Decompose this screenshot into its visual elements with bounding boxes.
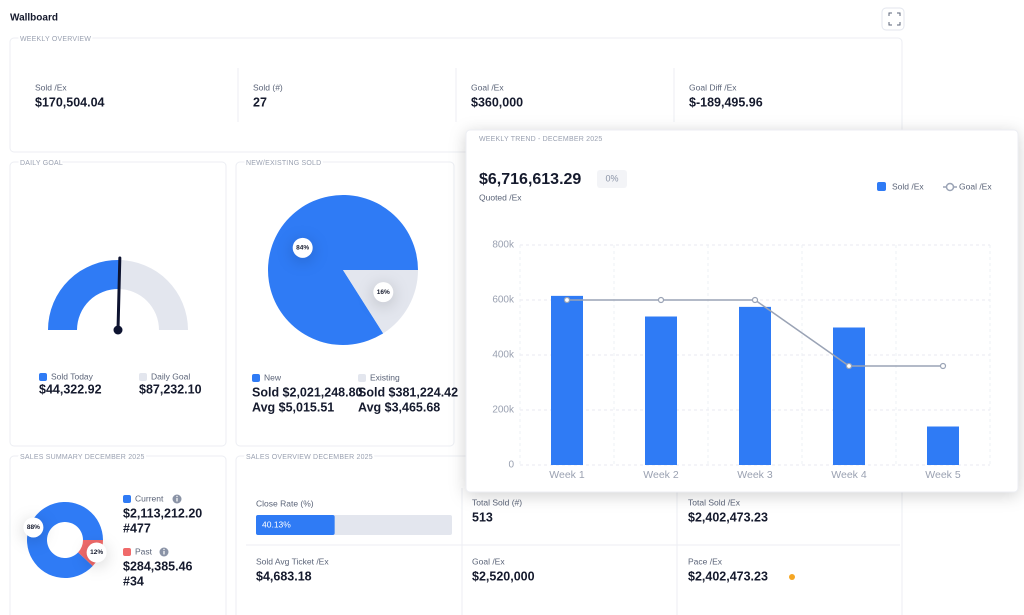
change-badge <box>597 170 627 188</box>
legend-label: New <box>264 372 282 382</box>
legend-label: Sold /Ex <box>892 181 924 191</box>
stat-label: Close Rate (%) <box>256 498 314 508</box>
info-icon-dot <box>163 548 165 551</box>
x-tick-label: Week 5 <box>925 469 961 481</box>
detail-amount: $2,113,212.20 <box>123 506 202 520</box>
detail-sold: Sold $381,224.42 <box>358 385 458 399</box>
progress-label: 40.13% <box>262 519 291 529</box>
detail-avg: Avg $3,465.68 <box>358 400 440 414</box>
legend-marker <box>945 182 955 192</box>
slice-label-bg <box>373 282 394 303</box>
legend-label: Sold Today <box>51 371 94 381</box>
slice-label: 84% <box>296 245 309 252</box>
trend-total: $6,716,613.29 <box>479 171 581 188</box>
stat-label: Pace /Ex <box>688 556 723 566</box>
legend-swatch <box>252 374 260 382</box>
pie-slice <box>26 501 104 578</box>
card-title: WEEKLY OVERVIEW <box>20 36 91 43</box>
stat-value: $2,520,000 <box>472 569 535 583</box>
stat-label: Total Sold (#) <box>472 497 522 507</box>
x-tick-label: Week 4 <box>831 469 867 481</box>
card-title: SALES SUMMARY DECEMBER 2025 <box>20 454 145 461</box>
bar <box>645 316 677 465</box>
legend-value: $44,322.92 <box>39 382 102 396</box>
trend-change: 0% <box>605 173 618 183</box>
y-tick-label: 0 <box>508 460 514 471</box>
progress-fill <box>256 515 335 535</box>
card-title: WEEKLY TREND - DECEMBER 2025 <box>479 136 602 143</box>
legend-value: $87,232.10 <box>139 382 202 396</box>
legend-swatch <box>123 548 131 556</box>
legend-label: Goal /Ex <box>959 181 992 191</box>
card-title: DAILY GOAL <box>20 160 63 167</box>
stat-value: 27 <box>253 95 267 109</box>
gauge-needle <box>116 256 122 332</box>
line-marker <box>845 362 853 370</box>
bar <box>833 327 865 465</box>
bar <box>927 426 959 465</box>
stat-label: Total Sold /Ex <box>688 497 741 507</box>
detail-sold: Sold $2,021,248.80 <box>252 385 363 399</box>
stat-label: Goal Diff /Ex <box>689 82 737 92</box>
y-tick-label: 400k <box>492 350 515 361</box>
detail-count: #477 <box>123 521 151 535</box>
stat-value: $170,504.04 <box>35 95 105 109</box>
y-tick-label: 600k <box>492 295 515 306</box>
stat-value: $2,402,473.23 <box>688 569 768 583</box>
page-title: Wallboard <box>10 13 58 24</box>
gauge-pivot <box>113 325 123 335</box>
slice-label-bg <box>23 517 44 538</box>
stat-label: Sold /Ex <box>35 82 67 92</box>
gauge-fill <box>48 259 120 330</box>
stat-label: Sold (#) <box>253 82 283 92</box>
legend-label: Current <box>135 493 164 503</box>
stat-label: Goal /Ex <box>471 82 504 92</box>
x-tick-label: Week 2 <box>643 469 679 481</box>
legend-swatch <box>139 373 147 381</box>
fullscreen-icon <box>888 12 901 26</box>
bar <box>551 295 583 465</box>
pie-slice <box>268 194 418 345</box>
legend-swatch <box>877 182 886 191</box>
slice-label: 12% <box>90 549 103 556</box>
card-title: NEW/EXISTING SOLD <box>246 160 321 167</box>
stat-value: $-189,495.96 <box>689 95 763 109</box>
line-marker <box>657 296 665 304</box>
legend-swatch <box>358 374 366 382</box>
info-icon-dot <box>176 495 178 498</box>
stat-value: $360,000 <box>471 95 523 109</box>
bar <box>739 306 771 465</box>
slice-label: 88% <box>27 524 40 531</box>
detail-count: #34 <box>123 574 144 588</box>
slice-label-bg <box>86 542 107 563</box>
fullscreen-button[interactable] <box>881 7 905 31</box>
legend-swatch <box>39 373 47 381</box>
legend-swatch <box>123 495 131 503</box>
detail-amount: $284,385.46 <box>123 559 193 573</box>
slice-label: 16% <box>377 289 390 296</box>
legend-label: Past <box>135 546 153 556</box>
stat-value: 513 <box>472 510 493 524</box>
stat-value: $2,402,473.23 <box>688 510 768 524</box>
card-title: SALES OVERVIEW DECEMBER 2025 <box>246 454 373 461</box>
line-marker <box>563 296 571 304</box>
legend-label: Existing <box>370 372 400 382</box>
stat-label: Goal /Ex <box>472 556 505 566</box>
y-tick-label: 200k <box>492 405 515 416</box>
trend-subtitle: Quoted /Ex <box>479 192 522 202</box>
detail-avg: Avg $5,015.51 <box>252 400 334 414</box>
y-tick-label: 800k <box>492 240 515 251</box>
status-dot <box>789 574 795 580</box>
x-tick-label: Week 1 <box>549 469 585 481</box>
line-marker <box>939 362 947 370</box>
line-marker <box>751 296 759 304</box>
stat-value: $4,683.18 <box>256 569 312 583</box>
legend-label: Daily Goal <box>151 371 190 381</box>
slice-label-bg <box>292 237 313 258</box>
x-tick-label: Week 3 <box>737 469 773 481</box>
stat-label: Sold Avg Ticket /Ex <box>256 556 329 566</box>
